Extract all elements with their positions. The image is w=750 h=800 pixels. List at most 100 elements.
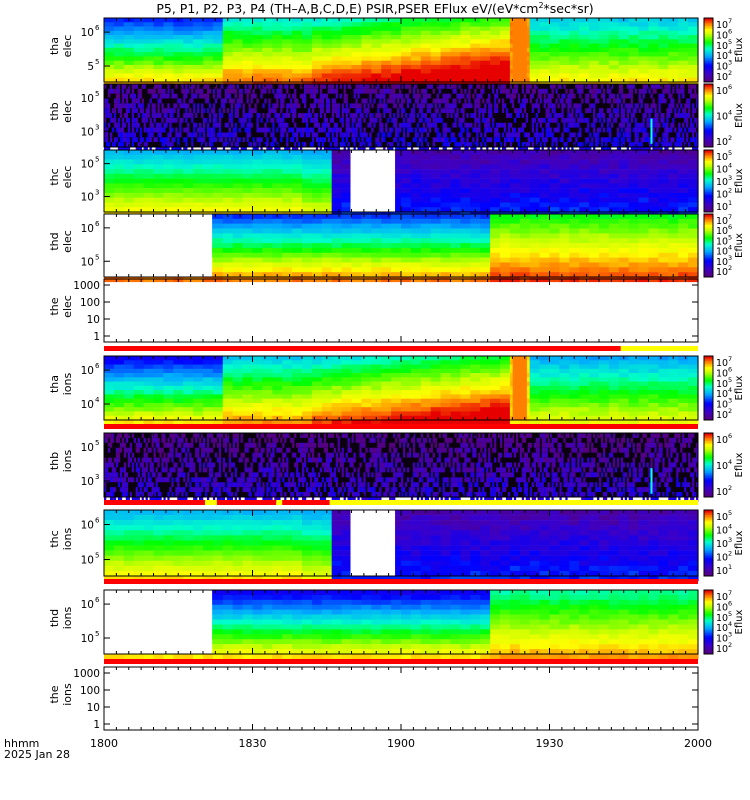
colorbar-title: Eflux (734, 375, 745, 400)
colorbar-tick-exponent: 2 (728, 134, 732, 142)
colorbar-tick-label: 10 (716, 247, 728, 258)
colorbar-tick-label: 10 (716, 257, 728, 268)
y-tick-exponent: 6 (95, 596, 100, 604)
y-tick-label: 1000 (73, 668, 100, 680)
colorbar-tick-exponent: 3 (728, 254, 732, 262)
colorbar-tick-label: 10 (716, 226, 728, 237)
y-label-species: elec (61, 100, 74, 123)
y-tick-exponent: 5 (95, 90, 99, 98)
colorbar-tick-label: 10 (716, 137, 728, 148)
y-tick-exponent: 3 (95, 473, 99, 481)
status-bar-ions-1 (104, 424, 698, 429)
colorbar-tick-label: 10 (716, 216, 728, 227)
y-tick-label: 10 (81, 399, 94, 411)
colorbar-tick-exponent: 2 (728, 550, 732, 558)
status-bar-elec (104, 346, 698, 351)
colorbar-tick-label: 10 (716, 400, 728, 411)
the-ions-panel: the ions 1000 100 10 1 (48, 666, 699, 731)
status-bar-ions-2 (104, 500, 698, 505)
status-bar-ions-4 (104, 659, 698, 664)
colorbar-tick-label: 10 (716, 72, 728, 83)
colorbar-tick-label: 10 (716, 566, 728, 577)
y-tick-exponent: 5 (95, 439, 99, 447)
the-elec-panel: the elec 1000 100 10 1 (48, 278, 699, 343)
colorbar-tick-exponent: 6 (728, 27, 732, 35)
colorbar-tick-exponent: 5 (728, 38, 732, 46)
y-tick-label: 100 (80, 685, 100, 697)
time-axis-label: hhmm (4, 737, 40, 750)
colorbar-title: Eflux (734, 103, 745, 128)
y-tick-exponent: 6 (95, 24, 100, 32)
colorbar-tick-label: 10 (716, 389, 728, 400)
y-label-probe: tha (48, 37, 61, 55)
y-tick-label: 5 (87, 61, 94, 73)
x-tick-label: 1830 (239, 737, 267, 750)
colorbar-tick-exponent: 6 (728, 83, 732, 91)
colorbar-title: Eflux (734, 37, 745, 62)
y-tick-label: 1 (93, 719, 100, 731)
colorbar-tick-exponent: 7 (728, 589, 732, 597)
colorbar-tick-exponent: 3 (728, 631, 732, 639)
colorbar-tick-exponent: 2 (728, 407, 732, 415)
y-tick-label: 10 (81, 599, 94, 611)
y-tick-exponent: 3 (95, 189, 99, 197)
date-label: 2025 Jan 28 (4, 748, 70, 761)
colorbar-title: Eflux (734, 530, 745, 555)
colorbar-tick-exponent: 4 (728, 162, 732, 170)
colorbar-title: Eflux (734, 452, 745, 477)
y-label-probe: tha (48, 375, 61, 393)
colorbar-tick-exponent: 4 (728, 523, 732, 531)
y-label-species: ions (61, 372, 74, 395)
colorbar-tick-exponent: 2 (728, 641, 732, 649)
y-tick-label: 10 (81, 223, 94, 235)
colorbar-tick-exponent: 1 (728, 563, 732, 571)
colorbar-tick-exponent: 5 (728, 149, 732, 157)
y-tick-label: 10 (81, 442, 94, 454)
y-tick-label: 10 (81, 93, 94, 105)
y-label-species: ions (61, 606, 74, 629)
y-tick-exponent: 6 (95, 220, 100, 228)
y-tick-exponent: 5 (95, 552, 99, 560)
colorbar-tick-label: 10 (716, 487, 728, 498)
y-label-probe: thd (48, 232, 61, 250)
colorbar-tick-label: 10 (716, 190, 728, 201)
y-tick-exponent: 5 (95, 630, 99, 638)
y-tick-exponent: 3 (95, 123, 99, 131)
colorbar-tick-label: 10 (716, 644, 728, 655)
colorbar-tick-exponent: 3 (728, 174, 732, 182)
colorbar-tick-exponent: 7 (728, 17, 732, 25)
colorbar-tick-label: 10 (716, 623, 728, 634)
y-label-probe: thd (48, 609, 61, 627)
colorbar-tick-exponent: 6 (728, 365, 732, 373)
colorbar-tick-label: 10 (716, 435, 728, 446)
y-label-probe: the (48, 297, 61, 315)
colorbar-tick-label: 10 (716, 20, 728, 31)
y-label-probe: the (48, 685, 61, 703)
colorbar-tick-exponent: 7 (728, 213, 732, 221)
colorbar-tick-exponent: 5 (728, 509, 732, 517)
y-label-species: elec (61, 295, 74, 318)
y-label-species: elec (61, 35, 74, 58)
y-label-species: elec (61, 230, 74, 253)
x-axis: 1800 1830 1900 1930 2000 (90, 737, 712, 750)
colorbar-tick-label: 10 (716, 512, 728, 523)
colorbar-tick-exponent: 3 (728, 397, 732, 405)
colorbar-tick-exponent: 5 (728, 610, 732, 618)
y-tick-label: 10 (81, 365, 94, 377)
colorbar-tick-exponent: 4 (728, 244, 732, 252)
colorbar-tick-exponent: 6 (728, 223, 732, 231)
y-label-species: elec (61, 166, 74, 189)
colorbar-tick-label: 10 (716, 62, 728, 73)
colorbar-tick-exponent: 4 (728, 386, 732, 394)
